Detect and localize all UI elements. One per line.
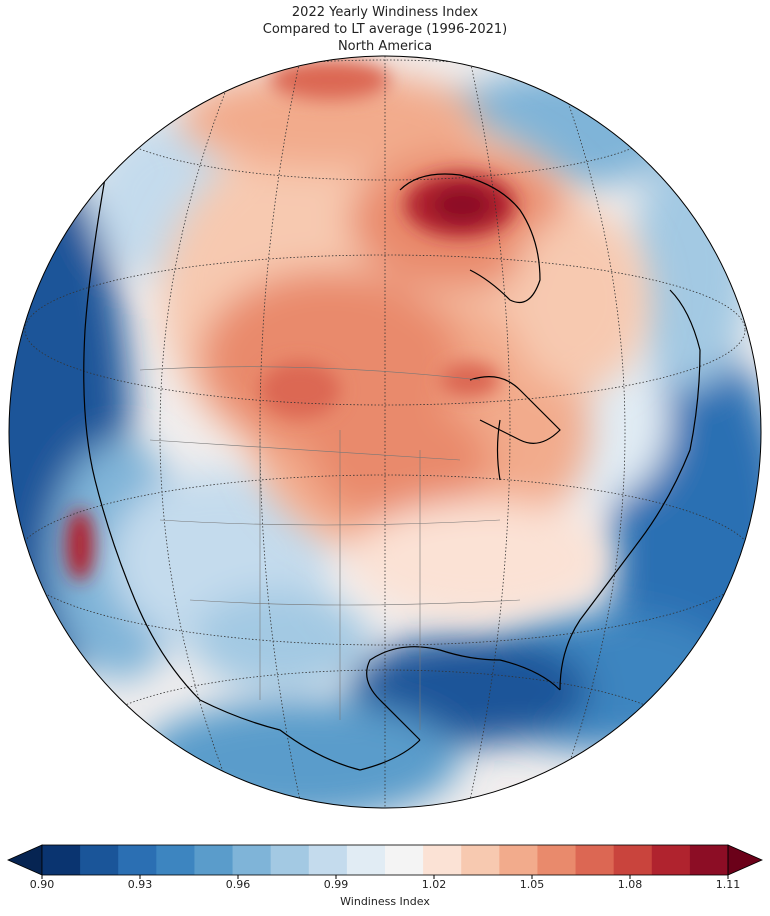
colorbar-segment	[537, 845, 577, 875]
colorbar-segment	[613, 845, 653, 875]
colorbar-extend-low	[7, 844, 43, 876]
colorbar-label: Windiness Index	[340, 895, 430, 908]
title-line-2: Compared to LT average (1996-2021)	[262, 22, 508, 37]
colorbar-segment	[575, 845, 615, 875]
colorbar-segment	[118, 845, 157, 875]
colorbar-segment	[80, 845, 119, 875]
colorbar-segment	[42, 845, 81, 875]
colorbar-segment	[461, 845, 500, 875]
colorbar-segment	[308, 845, 348, 875]
colorbar-segment	[385, 845, 424, 875]
colorbar-segment	[232, 845, 272, 875]
borders	[139, 366, 521, 730]
hotspots	[66, 60, 515, 581]
globe-outline	[8, 55, 762, 809]
colorbar-segment	[499, 845, 538, 875]
chart-title: 2022 Yearly Windiness Index Compared to …	[0, 4, 770, 55]
colorbar-segment	[194, 845, 234, 875]
colorbar-extend-high	[727, 844, 763, 876]
title-line-1: 2022 Yearly Windiness Index	[291, 5, 479, 20]
colorbar-segment	[423, 845, 462, 875]
colorbar-segment	[270, 845, 310, 875]
colorbar-segment	[651, 845, 691, 875]
colorbar-frame	[41, 844, 729, 876]
coastlines	[83, 149, 701, 771]
title-line-3: North America	[337, 39, 433, 54]
colorbar-segment	[156, 845, 195, 875]
colorbar	[7, 844, 763, 879]
colorbar-segment	[689, 845, 729, 875]
colorbar-segment	[346, 845, 386, 875]
